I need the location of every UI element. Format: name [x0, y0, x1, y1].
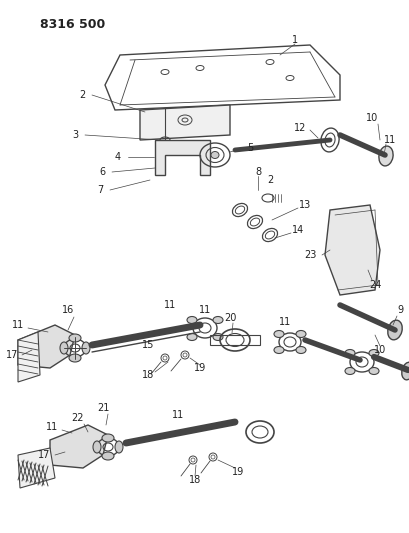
- Text: 11: 11: [171, 410, 184, 420]
- Ellipse shape: [213, 334, 222, 341]
- Text: 11: 11: [164, 300, 176, 310]
- Polygon shape: [139, 105, 229, 140]
- Text: 18: 18: [189, 475, 201, 485]
- Ellipse shape: [378, 146, 392, 166]
- Text: 11: 11: [46, 422, 58, 432]
- Polygon shape: [324, 205, 379, 295]
- Bar: [209, 335, 259, 345]
- Ellipse shape: [82, 342, 90, 354]
- Text: 8: 8: [254, 167, 261, 177]
- Polygon shape: [18, 325, 75, 368]
- Ellipse shape: [273, 346, 283, 353]
- Ellipse shape: [211, 151, 218, 158]
- Ellipse shape: [69, 334, 81, 342]
- Polygon shape: [155, 140, 209, 175]
- Text: 10: 10: [365, 113, 377, 123]
- Text: 9: 9: [396, 305, 402, 315]
- Text: 13: 13: [298, 200, 310, 210]
- Text: 17: 17: [6, 350, 18, 360]
- Text: 6: 6: [99, 167, 105, 177]
- Text: 3: 3: [72, 130, 78, 140]
- Text: 10: 10: [373, 345, 385, 355]
- Ellipse shape: [69, 354, 81, 362]
- Ellipse shape: [368, 350, 378, 357]
- Text: 14: 14: [291, 225, 303, 235]
- Text: 11: 11: [12, 320, 24, 330]
- Ellipse shape: [344, 350, 354, 357]
- Ellipse shape: [273, 330, 283, 337]
- Polygon shape: [50, 425, 108, 468]
- Ellipse shape: [187, 317, 196, 324]
- Polygon shape: [105, 45, 339, 110]
- Ellipse shape: [213, 317, 222, 324]
- Ellipse shape: [368, 367, 378, 375]
- Text: 11: 11: [278, 317, 290, 327]
- Text: 20: 20: [223, 313, 236, 323]
- Ellipse shape: [401, 362, 409, 380]
- Ellipse shape: [344, 367, 354, 375]
- Ellipse shape: [102, 434, 114, 442]
- Text: 16: 16: [62, 305, 74, 315]
- Ellipse shape: [60, 342, 68, 354]
- Text: 18: 18: [142, 370, 154, 380]
- Text: 22: 22: [72, 413, 84, 423]
- Text: 11: 11: [383, 135, 395, 145]
- Text: 7: 7: [97, 185, 103, 195]
- Text: 19: 19: [193, 363, 206, 373]
- Ellipse shape: [102, 452, 114, 460]
- Ellipse shape: [387, 320, 401, 340]
- Ellipse shape: [187, 334, 196, 341]
- Text: 19: 19: [231, 467, 243, 477]
- Polygon shape: [18, 448, 55, 488]
- Text: 8316 500: 8316 500: [40, 18, 105, 31]
- Text: 24: 24: [368, 280, 380, 290]
- Text: 21: 21: [97, 403, 109, 413]
- Ellipse shape: [295, 330, 305, 337]
- Polygon shape: [18, 332, 40, 382]
- Ellipse shape: [93, 441, 101, 453]
- Text: 17: 17: [38, 450, 50, 460]
- Text: 15: 15: [142, 340, 154, 350]
- Text: 1: 1: [291, 35, 297, 45]
- Text: 2: 2: [266, 175, 272, 185]
- Ellipse shape: [295, 346, 305, 353]
- Text: 5: 5: [246, 143, 252, 153]
- Ellipse shape: [115, 441, 123, 453]
- Text: 11: 11: [198, 305, 211, 315]
- Text: 12: 12: [293, 123, 306, 133]
- Text: 4: 4: [115, 152, 121, 162]
- Text: 2: 2: [79, 90, 85, 100]
- Text: 23: 23: [303, 250, 315, 260]
